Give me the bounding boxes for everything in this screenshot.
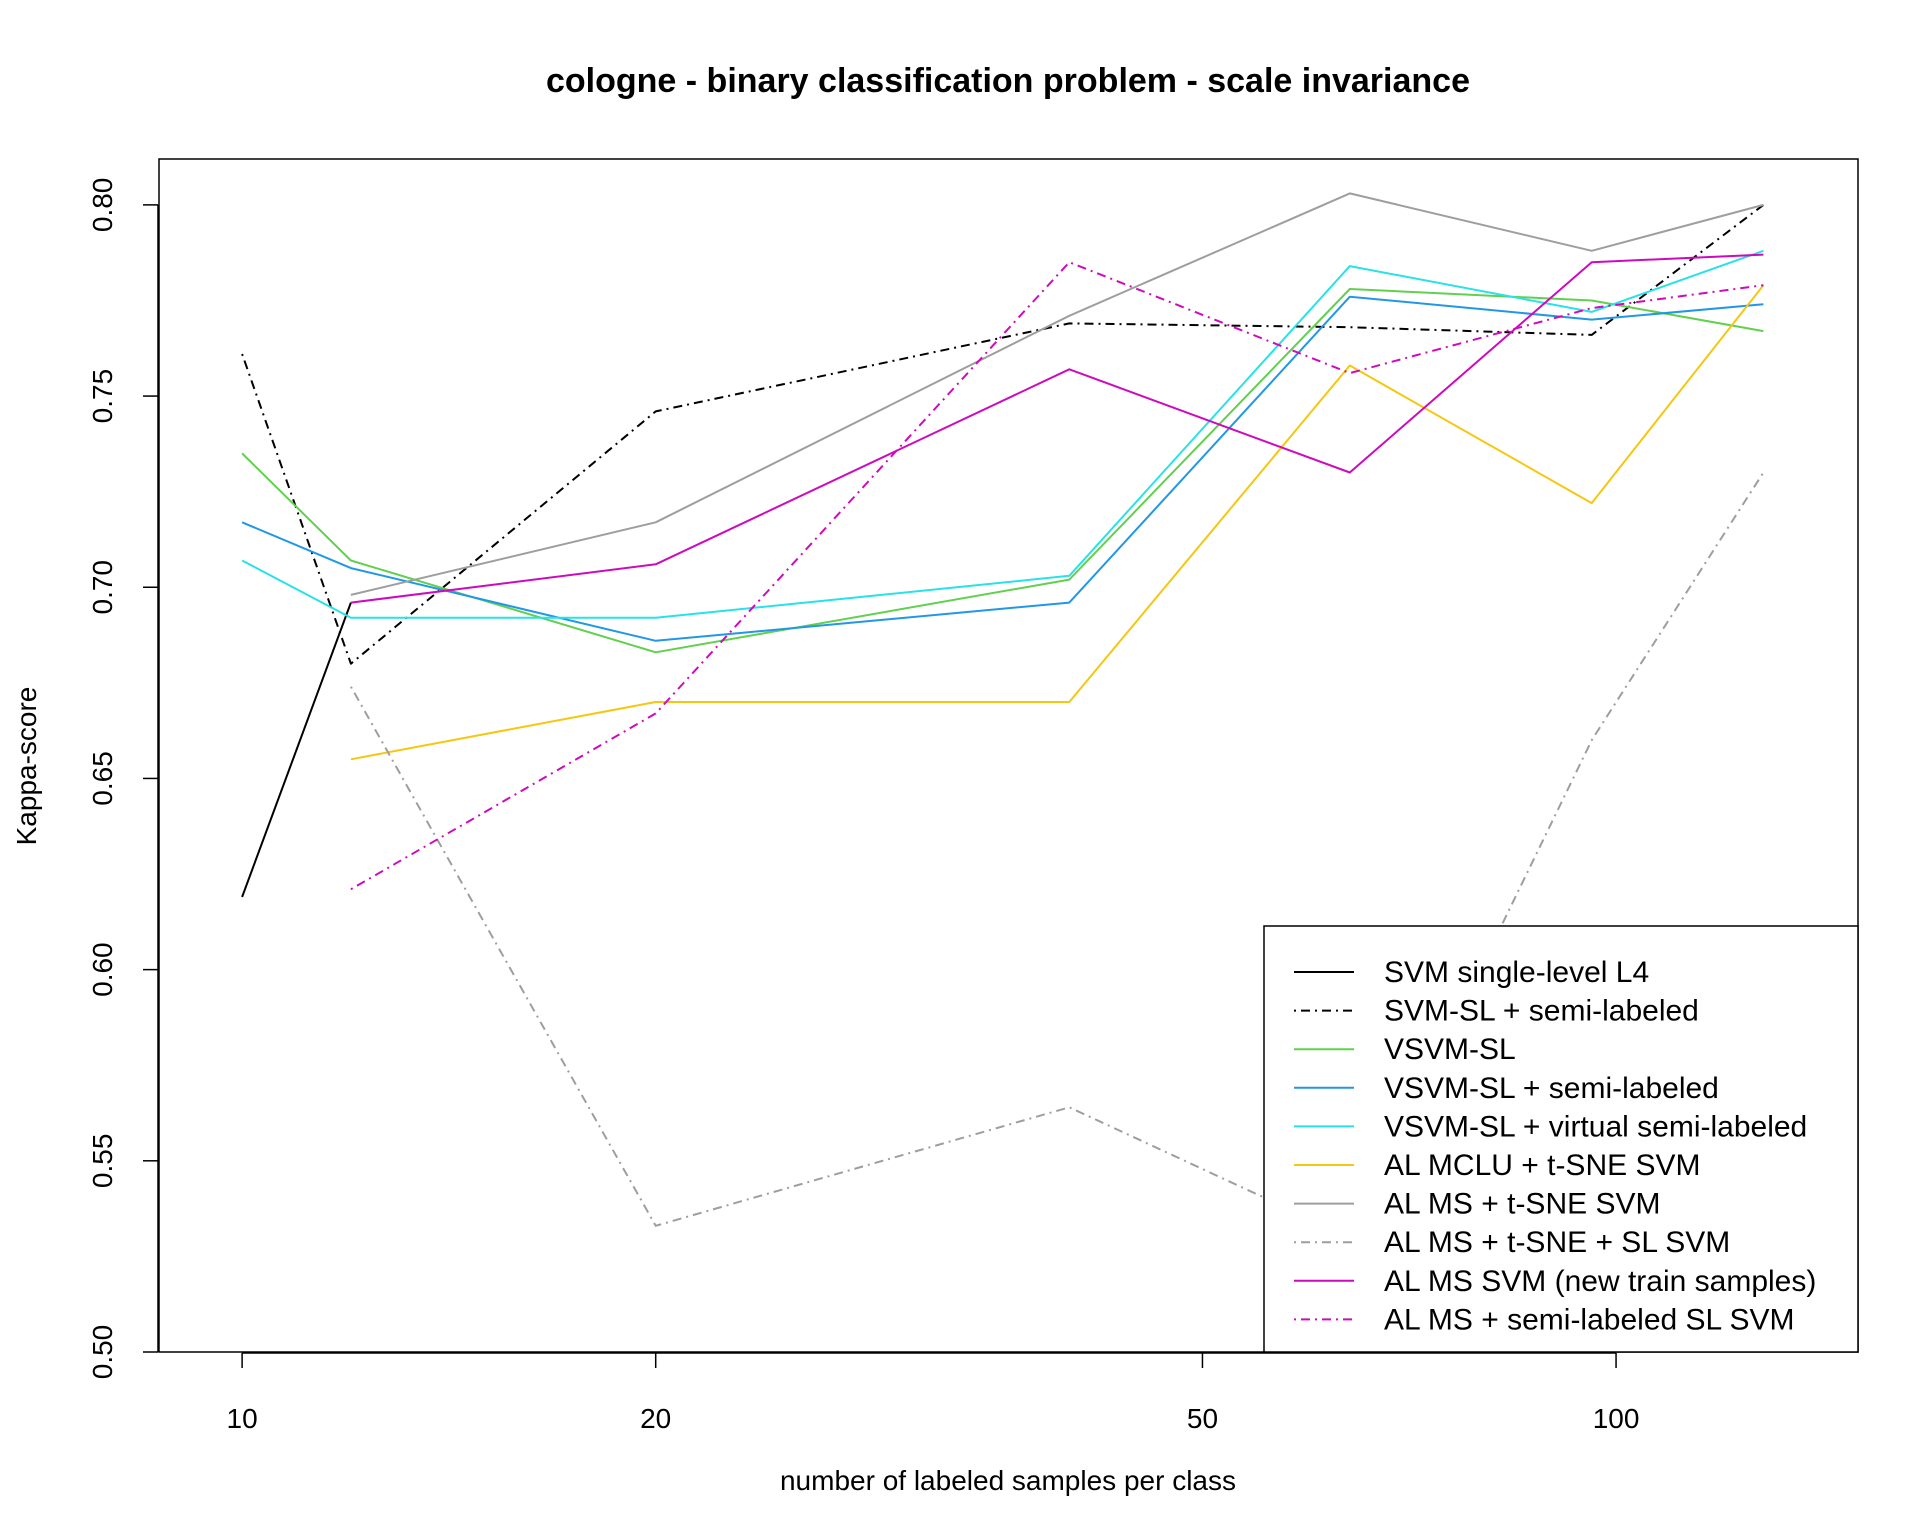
series-line [350, 471, 1765, 1239]
series-line [241, 249, 1764, 619]
legend-label: SVM single-level L4 [1384, 956, 1649, 989]
legend-label: VSVM-SL + virtual semi-labeled [1384, 1110, 1807, 1143]
series-line [350, 192, 1764, 596]
legend-label: SVM-SL + semi-labeled [1384, 995, 1699, 1028]
chart-title: cologne - binary classification problem … [546, 62, 1470, 100]
y-tick-label: 0.55 [87, 1134, 118, 1189]
x-tick-label: 20 [640, 1403, 671, 1434]
series-line [241, 288, 1764, 654]
y-tick-label: 0.50 [87, 1325, 118, 1380]
x-tick-label: 100 [1593, 1403, 1640, 1434]
legend-items: SVM single-level L4 SVM-SL + semi-labeled… [1294, 956, 1816, 1336]
legend-label: VSVM-SL [1384, 1033, 1516, 1066]
y-axis-label: Kappa-score [11, 687, 42, 846]
legend: SVM single-level L4 SVM-SL + semi-labeled… [1263, 925, 1859, 1353]
series-line [350, 261, 1764, 891]
legend-label: AL MS + t-SNE SVM [1384, 1188, 1660, 1221]
legend-label: AL MS SVM (new train samples) [1384, 1265, 1816, 1298]
x-axis-label: number of labeled samples per class [780, 1465, 1236, 1496]
legend-label: VSVM-SL + semi-labeled [1384, 1072, 1719, 1105]
series-line [241, 204, 1765, 665]
y-tick-label: 0.65 [87, 751, 118, 806]
x-tick-label: 10 [227, 1403, 258, 1434]
x-axis: 10 20 50 100 [227, 1352, 1640, 1434]
x-tick-label: 50 [1187, 1403, 1218, 1434]
y-tick-label: 0.70 [87, 560, 118, 615]
plot-frame [158, 158, 1859, 1353]
legend-label: AL MCLU + t-SNE SVM [1384, 1149, 1700, 1182]
series-line [241, 295, 1764, 642]
legend-label: AL MS + semi-labeled SL SVM [1384, 1303, 1794, 1336]
series-layer [241, 192, 1765, 1239]
legend-label: AL MS + t-SNE + SL SVM [1384, 1226, 1730, 1259]
y-tick-label: 0.60 [87, 942, 118, 997]
series-line [350, 284, 1765, 761]
series-line [241, 602, 352, 898]
series-line [350, 253, 1764, 604]
y-tick-label: 0.80 [87, 178, 118, 233]
y-axis: 0.50 0.55 0.60 0.65 0.70 0.75 0.80 [87, 178, 159, 1380]
y-tick-label: 0.75 [87, 369, 118, 424]
legend-box [1263, 925, 1859, 1353]
